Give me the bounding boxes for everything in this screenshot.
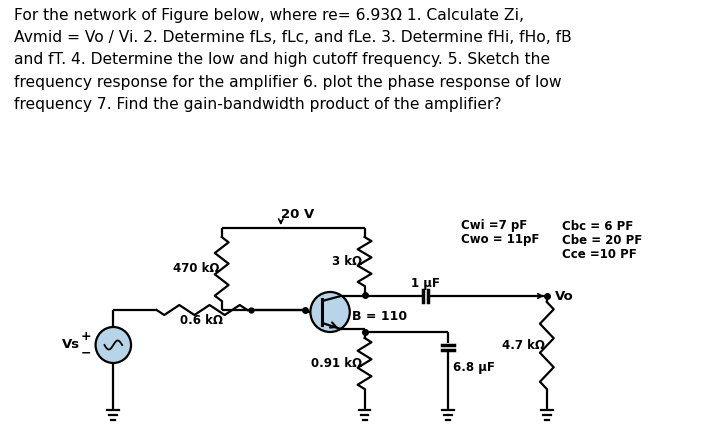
Text: Cbe = 20 PF: Cbe = 20 PF (562, 234, 642, 247)
Text: 0.91 kΩ: 0.91 kΩ (312, 357, 363, 370)
Text: 3 kΩ: 3 kΩ (333, 255, 363, 268)
Text: Cwi =7 pF: Cwi =7 pF (461, 219, 527, 232)
Circle shape (310, 292, 350, 332)
Text: 4.7 kΩ: 4.7 kΩ (502, 339, 545, 352)
Text: 0.6 kΩ: 0.6 kΩ (181, 314, 223, 327)
Text: 470 kΩ: 470 kΩ (174, 263, 220, 276)
Circle shape (96, 327, 131, 363)
Text: 1 μF: 1 μF (411, 277, 440, 289)
Text: 6.8 μF: 6.8 μF (453, 360, 495, 373)
Text: −: − (81, 347, 91, 359)
Text: +: + (81, 330, 91, 343)
Text: B = 110: B = 110 (352, 310, 407, 322)
Text: Cce =10 PF: Cce =10 PF (562, 248, 636, 260)
Text: Vs: Vs (62, 339, 80, 351)
Text: 20 V: 20 V (281, 207, 314, 220)
Text: For the network of Figure below, where re= 6.93Ω 1. Calculate Zi,
Avmid = Vo / V: For the network of Figure below, where r… (14, 8, 572, 112)
Text: Vo: Vo (554, 289, 573, 302)
Text: Cbc = 6 PF: Cbc = 6 PF (562, 219, 633, 232)
Text: Cwo = 11pF: Cwo = 11pF (461, 234, 539, 247)
